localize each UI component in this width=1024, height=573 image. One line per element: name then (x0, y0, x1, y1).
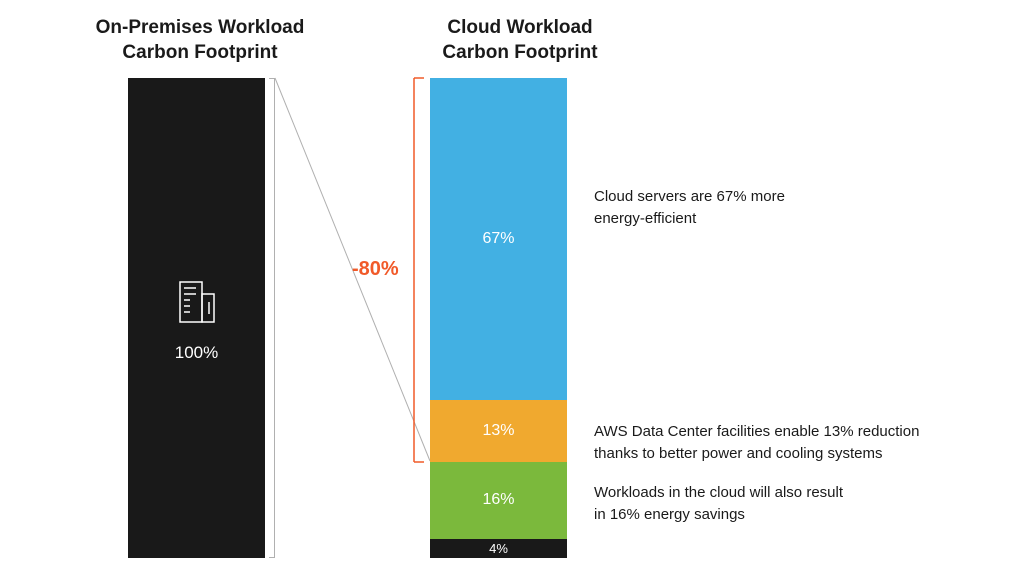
onprem-value: 100% (175, 343, 218, 363)
desc-facility: AWS Data Center facilities enable 13% re… (594, 421, 919, 465)
cloud-bar: 67% 13% 16% 4% (430, 78, 567, 558)
cloud-segment-facility: 13% (430, 400, 567, 462)
cloud-segment-remaining: 4% (430, 539, 567, 558)
cloud-segment-label: 16% (482, 491, 514, 509)
cloud-segment-label: 4% (489, 541, 508, 556)
cloud-segment-workload: 16% (430, 462, 567, 539)
onprem-scale-ticks (269, 78, 275, 558)
cloud-segment-servers: 67% (430, 78, 567, 400)
desc-workload: Workloads in the cloud will also result … (594, 482, 843, 526)
cloud-segment-label: 13% (482, 422, 514, 440)
desc-servers: Cloud servers are 67% more energy-effici… (594, 186, 785, 230)
carbon-footprint-chart: On-Premises Workload Carbon Footprint Cl… (0, 0, 1024, 573)
left-column-title: On-Premises Workload Carbon Footprint (80, 16, 320, 65)
onprem-building-icon (170, 274, 224, 333)
cloud-segment-label: 67% (482, 230, 514, 248)
reduction-label: -80% (352, 258, 399, 281)
onprem-bar: 100% (128, 78, 265, 558)
right-column-title: Cloud Workload Carbon Footprint (400, 16, 640, 65)
